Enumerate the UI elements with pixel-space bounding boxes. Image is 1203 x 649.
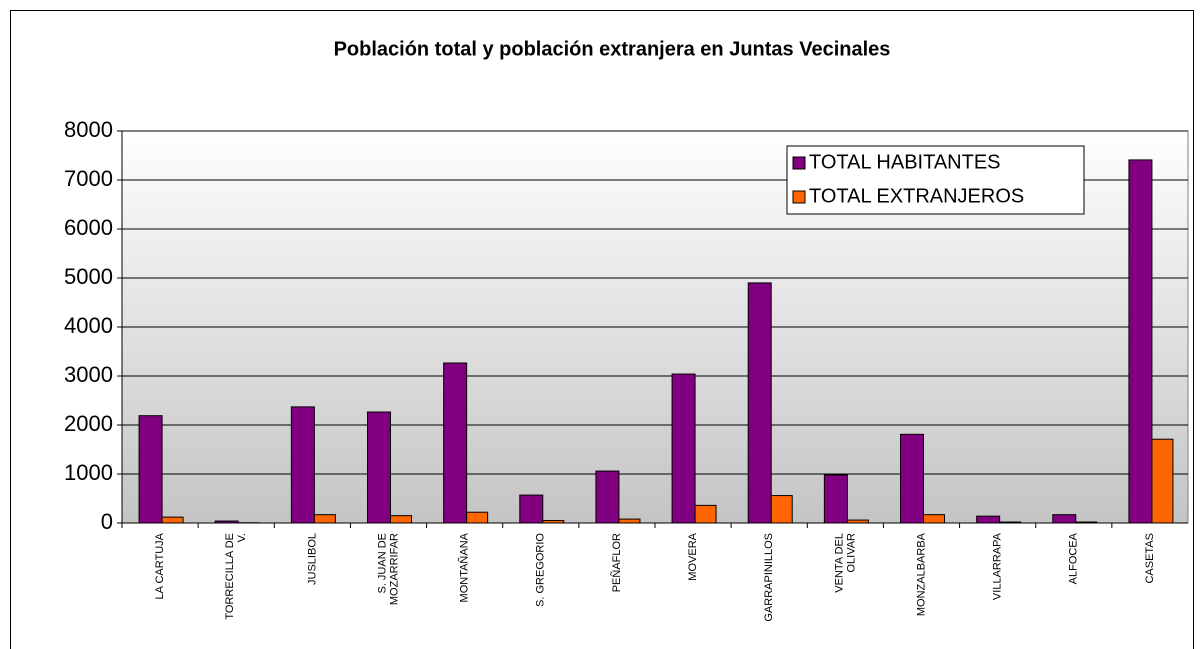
- bar: [161, 516, 184, 524]
- legend-label: TOTAL HABITANTES: [809, 151, 1001, 173]
- legend-swatch: [792, 156, 806, 170]
- bar: [923, 514, 945, 524]
- legend-box: [786, 145, 1085, 215]
- bar: [1052, 514, 1077, 524]
- y-tick-label: 6000: [64, 215, 113, 240]
- bar: [770, 495, 793, 524]
- x-tick-label: VENTA DELOLIVAR: [833, 533, 857, 593]
- x-tick-label: MONTAÑANA: [458, 532, 471, 602]
- y-tick-label: 2000: [64, 411, 113, 436]
- legend-label: TOTAL EXTRANJEROS: [809, 185, 1024, 207]
- x-tick-label: PEÑAFLOR: [610, 533, 623, 592]
- bar: [823, 474, 848, 524]
- x-tick-label: TORRECILLA DEV.: [224, 533, 248, 620]
- x-tick-label: CASETAS: [1144, 533, 1156, 584]
- bar: [519, 494, 544, 524]
- bar: [367, 411, 391, 524]
- bar: [466, 511, 489, 524]
- bar: [443, 362, 468, 524]
- y-tick-label: 4000: [64, 313, 113, 338]
- x-tick-label: S. JUAN DEMOZARRIFAR: [376, 533, 400, 605]
- bar: [313, 514, 336, 524]
- bar: [671, 373, 696, 524]
- x-tick-label: MOVERA: [687, 532, 699, 580]
- bar: [900, 433, 924, 524]
- bar: [595, 470, 620, 524]
- y-tick-label: 5000: [64, 264, 113, 289]
- y-tick-label: 7000: [64, 166, 113, 191]
- x-tick-label: LA CARTUJA: [154, 532, 166, 599]
- x-tick-label: MONZALBARBA: [915, 532, 927, 616]
- bar: [747, 282, 772, 524]
- x-tick-label: VILLARRAPA: [992, 532, 1004, 600]
- legend-swatch: [792, 190, 806, 204]
- y-tick-label: 8000: [64, 117, 113, 142]
- x-tick-label: ALFOCEA: [1068, 532, 1080, 584]
- bar: [1151, 438, 1174, 524]
- x-tick-label: JUSLIBOL: [306, 533, 318, 585]
- bar: [290, 406, 315, 524]
- bar: [618, 518, 641, 524]
- chart-title: Población total y población extranjera e…: [334, 38, 891, 60]
- bar: [138, 415, 163, 524]
- y-tick-label: 1000: [64, 460, 113, 485]
- bar: [390, 515, 412, 524]
- x-tick-label: S. GREGORIO: [535, 533, 547, 607]
- x-tick-label: GARRAPINILLOS: [763, 533, 775, 622]
- bar: [1128, 159, 1153, 524]
- y-tick-label: 0: [101, 509, 113, 534]
- bar: [694, 504, 717, 524]
- bar: [976, 515, 1001, 524]
- y-tick-label: 3000: [64, 362, 113, 387]
